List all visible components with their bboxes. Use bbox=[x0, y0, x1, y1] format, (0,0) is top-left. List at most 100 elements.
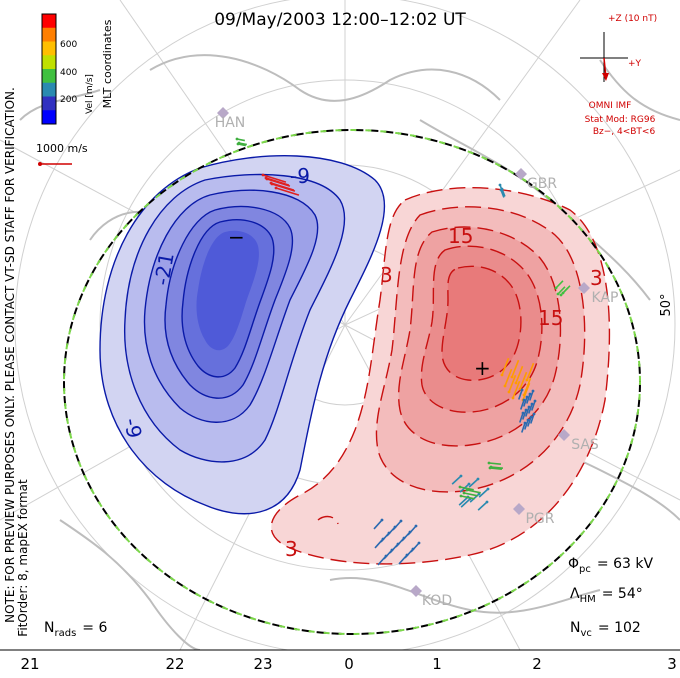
velocity-vector bbox=[521, 422, 526, 433]
colorbar-segment bbox=[42, 69, 56, 84]
mlt-tick-label: 1 bbox=[432, 655, 442, 673]
velocity-vector-origin bbox=[487, 461, 491, 465]
velocity-vector-origin bbox=[417, 541, 421, 545]
velocity-vector-origin bbox=[500, 373, 504, 377]
velocity-vector-origin bbox=[526, 418, 530, 422]
velocity-vector bbox=[527, 416, 532, 427]
station-marker-icon bbox=[515, 168, 527, 180]
pos-contour-inner bbox=[441, 265, 522, 381]
velocity-vector bbox=[488, 462, 502, 465]
imf-condition: Bz−, 4<BT<6 bbox=[593, 127, 656, 137]
contour-label-neg-inner: -21 bbox=[149, 251, 178, 287]
velocity-vector bbox=[501, 357, 510, 376]
contour-label-pos-right: 15 bbox=[538, 306, 563, 330]
stats-panel: Φpc = 63 kV ΛHM = 54° Nvc = 102 Nrads = 6 bbox=[44, 556, 653, 639]
station-sas: SAS bbox=[558, 429, 599, 453]
velocity-vector bbox=[478, 488, 489, 498]
velocity-vector bbox=[460, 495, 475, 500]
velocity-vector-origin bbox=[527, 405, 531, 409]
velocity-vector-origin bbox=[528, 392, 532, 396]
velocity-vector bbox=[265, 177, 290, 186]
stat-n-vc: Nvc = 102 bbox=[570, 620, 641, 639]
colorbar-tick-600: 600 bbox=[60, 40, 77, 50]
velocity-vector bbox=[528, 403, 533, 414]
coordinates-label: MLT coordinates bbox=[101, 19, 114, 108]
velocity-vector-origin bbox=[503, 384, 507, 388]
colorbar-segment bbox=[42, 82, 56, 97]
velocity-vector-origin bbox=[269, 181, 273, 185]
velocity-vector-origin bbox=[459, 494, 463, 498]
velocity-vector-origin bbox=[414, 524, 418, 528]
velocity-vector-origin bbox=[523, 421, 527, 425]
velocity-vector-origin bbox=[405, 553, 409, 557]
velocity-vector-origin bbox=[531, 389, 535, 393]
colorbar-segment bbox=[42, 96, 56, 111]
velocity-vector bbox=[557, 286, 566, 295]
velocity-vector bbox=[524, 419, 529, 430]
station-marker-icon bbox=[513, 503, 525, 515]
contour-label-neg-left: -9 bbox=[119, 416, 146, 440]
station-label: HAN bbox=[215, 115, 246, 131]
velocity-vector-origin bbox=[510, 375, 514, 379]
velocity-vector-origin bbox=[498, 183, 502, 187]
velocity-vector bbox=[466, 489, 481, 494]
velocity-vector-origin bbox=[507, 390, 511, 394]
velocity-vector-origin bbox=[261, 173, 265, 177]
station-marker-icon bbox=[558, 429, 570, 441]
station-han: HAN bbox=[215, 107, 246, 131]
map-title: 09/May/2003 12:00–12:02 UT bbox=[214, 10, 466, 30]
velocity-vector bbox=[520, 399, 525, 410]
velocity-vector-origin bbox=[521, 411, 525, 415]
velocity-vector-origin bbox=[533, 399, 537, 403]
velocity-vector bbox=[504, 368, 513, 387]
velocity-vector bbox=[460, 498, 471, 508]
velocity-vector-origin bbox=[264, 176, 268, 180]
potential-max-marker: + bbox=[474, 356, 491, 380]
station-marker-icon bbox=[410, 585, 422, 597]
velocity-vector bbox=[519, 412, 524, 423]
velocity-vector bbox=[451, 475, 462, 485]
velocity-colorbar: 600 400 200 Vel [m/s] bbox=[41, 13, 95, 125]
velocity-vector-origin bbox=[408, 530, 412, 534]
imf-vector-head bbox=[602, 73, 609, 81]
velocity-vector bbox=[519, 371, 528, 390]
velocity-vector bbox=[490, 466, 504, 469]
contour-label-neg-top: -9 bbox=[290, 164, 310, 188]
velocity-vector bbox=[525, 406, 530, 417]
velocity-vector bbox=[526, 362, 535, 381]
velocity-vector bbox=[373, 519, 383, 530]
velocity-vector bbox=[463, 492, 478, 497]
fit-order-note: FitOrder: 8, mapEX format bbox=[16, 479, 30, 637]
velocity-vector-origin bbox=[396, 542, 400, 546]
velocity-vector-origin bbox=[522, 398, 526, 402]
contour-label-pos-right-outer: 3 bbox=[590, 266, 603, 290]
neg-contour-inner bbox=[196, 230, 259, 351]
velocity-vector bbox=[512, 380, 521, 399]
contour-labels: -9 -21 -9 15 3 15 3 3 bbox=[119, 164, 602, 561]
velocity-vector bbox=[508, 374, 517, 393]
colorbar-segment bbox=[42, 55, 56, 70]
velocity-vector bbox=[522, 382, 531, 401]
velocity-vector-origin bbox=[520, 388, 524, 392]
velocity-vector bbox=[526, 393, 531, 404]
imf-source: OMNI IMF bbox=[589, 101, 632, 111]
velocity-vector bbox=[489, 467, 503, 470]
colorbar-segment bbox=[42, 27, 56, 42]
velocity-vector-origin bbox=[381, 537, 385, 541]
scale-vector-origin bbox=[38, 162, 42, 166]
velocity-vector-origin bbox=[525, 378, 529, 382]
velocity-vector-origin bbox=[554, 286, 558, 290]
velocity-vector bbox=[458, 496, 469, 506]
colorbar-segment bbox=[42, 14, 56, 29]
velocity-vector bbox=[529, 390, 534, 401]
velocity-vector-origin bbox=[511, 396, 515, 400]
station-pgr: PGR bbox=[513, 503, 555, 527]
velocity-vector bbox=[398, 554, 408, 565]
velocity-vector bbox=[518, 389, 523, 400]
velocity-vector-origin bbox=[532, 412, 536, 416]
station-label: KOD bbox=[422, 593, 452, 609]
station-marker-icon bbox=[578, 282, 590, 294]
stat-n-rads: Nrads = 6 bbox=[44, 620, 107, 639]
